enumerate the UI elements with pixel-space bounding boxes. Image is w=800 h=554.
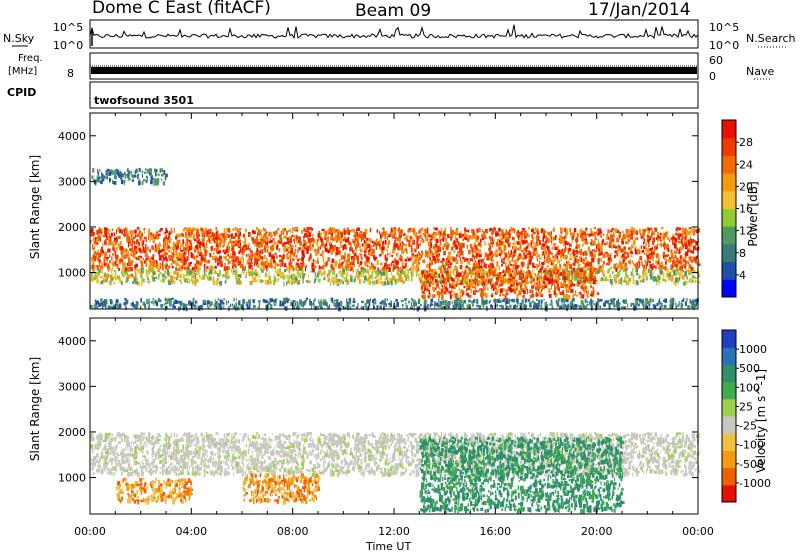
velocity-colorbar-segment bbox=[722, 398, 736, 417]
velocity-colorbar-tick-label: 1000 bbox=[739, 343, 767, 356]
power-colorbar-tick-label: 12 bbox=[739, 225, 753, 238]
nsky-label: N.Sky bbox=[3, 32, 35, 45]
velocity-colorbar-tick-label: 100 bbox=[739, 381, 760, 394]
freq-label: Freq. bbox=[18, 53, 43, 64]
velocity-colorbar-segment bbox=[722, 364, 736, 383]
station-title: Dome C East (fitACF) bbox=[92, 0, 271, 18]
nave-tick-bottom: 0 bbox=[709, 70, 716, 83]
nsearch-label: N.Search bbox=[746, 32, 796, 45]
cpid-label: CPID bbox=[7, 86, 37, 99]
power-colorbar-segment bbox=[722, 243, 736, 263]
power-y-tick-label: 1000 bbox=[58, 267, 86, 280]
power-colorbar-tick-label: 8 bbox=[739, 247, 746, 260]
velocity-colorbar-segment bbox=[722, 330, 736, 348]
nsky-tick-top: 10^5 bbox=[53, 21, 84, 34]
x-tick-label: 08:00 bbox=[277, 525, 309, 538]
x-tick-label: 16:00 bbox=[479, 525, 511, 538]
power-colorbar-tick-label: 4 bbox=[739, 269, 746, 282]
power-colorbar-segment bbox=[722, 155, 736, 174]
x-tick-label: 00:00 bbox=[682, 525, 714, 538]
power-colorbar-segment bbox=[722, 190, 736, 209]
velocity-colorbar-segment bbox=[722, 416, 736, 434]
velocity-y-tick-label: 4000 bbox=[58, 335, 86, 348]
freq-trace bbox=[91, 67, 697, 74]
velocity-y-tick-label: 1000 bbox=[58, 472, 86, 485]
velocity-colorbar-segment bbox=[722, 433, 736, 451]
nave-tick-top: 60 bbox=[709, 54, 723, 67]
velocity-colorbar-tick-label: -100 bbox=[739, 439, 764, 452]
velocity-colorbar-segment bbox=[722, 450, 736, 469]
x-tick-label: 00:00 bbox=[74, 525, 106, 538]
x-tick-label: 04:00 bbox=[175, 525, 207, 538]
nsearch-tick-bottom: 10^0 bbox=[709, 39, 740, 52]
nsky-trace bbox=[89, 24, 699, 40]
power-colorbar-segment bbox=[722, 261, 736, 280]
velocity-colorbar-tick-label: -500 bbox=[739, 458, 764, 471]
power-colorbar-tick-label: 20 bbox=[739, 180, 753, 193]
freq-tick: 8 bbox=[67, 67, 74, 80]
power-colorbar-segment bbox=[722, 120, 736, 139]
nsearch-tick-top: 10^5 bbox=[709, 21, 740, 34]
power-colorbar-segment bbox=[722, 279, 736, 298]
velocity-colorbar-tick-label: 25 bbox=[739, 400, 753, 413]
velocity-colorbar-segment bbox=[722, 381, 736, 400]
velocity-scatter bbox=[90, 432, 701, 515]
power-y-tick-label: 2000 bbox=[58, 221, 86, 234]
nsky-tick-bottom: 10^0 bbox=[53, 39, 84, 52]
beam-label: Beam 09 bbox=[355, 1, 432, 21]
velocity-y-tick-label: 2000 bbox=[58, 426, 86, 439]
velocity-colorbar-segment bbox=[722, 347, 736, 365]
power-colorbar-segment bbox=[722, 137, 736, 156]
power-colorbar-tick-label: 16 bbox=[739, 203, 753, 216]
velocity-colorbar-segment bbox=[722, 467, 736, 486]
nave-label: Nave bbox=[746, 65, 775, 78]
power-colorbar-segment bbox=[722, 226, 736, 245]
velocity-y-tick-label: 3000 bbox=[58, 380, 86, 393]
power-colorbar-segment bbox=[722, 173, 736, 192]
x-tick-label: 20:00 bbox=[581, 525, 613, 538]
velocity-colorbar-tick-label: -25 bbox=[739, 420, 757, 433]
power-colorbar-tick-label: 24 bbox=[739, 158, 753, 171]
x-tick-label: 12:00 bbox=[378, 525, 410, 538]
power-colorbar-segment bbox=[722, 208, 736, 227]
velocity-colorbar-segment bbox=[722, 484, 736, 503]
power-scatter bbox=[90, 167, 701, 312]
power-colorbar-tick-label: 28 bbox=[739, 136, 753, 149]
time-axis-label: Time UT bbox=[366, 540, 412, 553]
date-label: 17/Jan/2014 bbox=[588, 0, 691, 20]
cpid-strip-frame bbox=[89, 81, 699, 109]
velocity-colorbar-tick-label: -1000 bbox=[739, 477, 771, 490]
freq-unit-label: [MHz] bbox=[8, 66, 38, 77]
power-y-tick-label: 4000 bbox=[58, 130, 86, 143]
velocity-colorbar-tick-label: 500 bbox=[739, 362, 760, 375]
velocity-colorbar-frame bbox=[721, 329, 737, 503]
power-y-tick-label: 3000 bbox=[58, 175, 86, 188]
cpid-value: twofsound 3501 bbox=[94, 94, 194, 107]
